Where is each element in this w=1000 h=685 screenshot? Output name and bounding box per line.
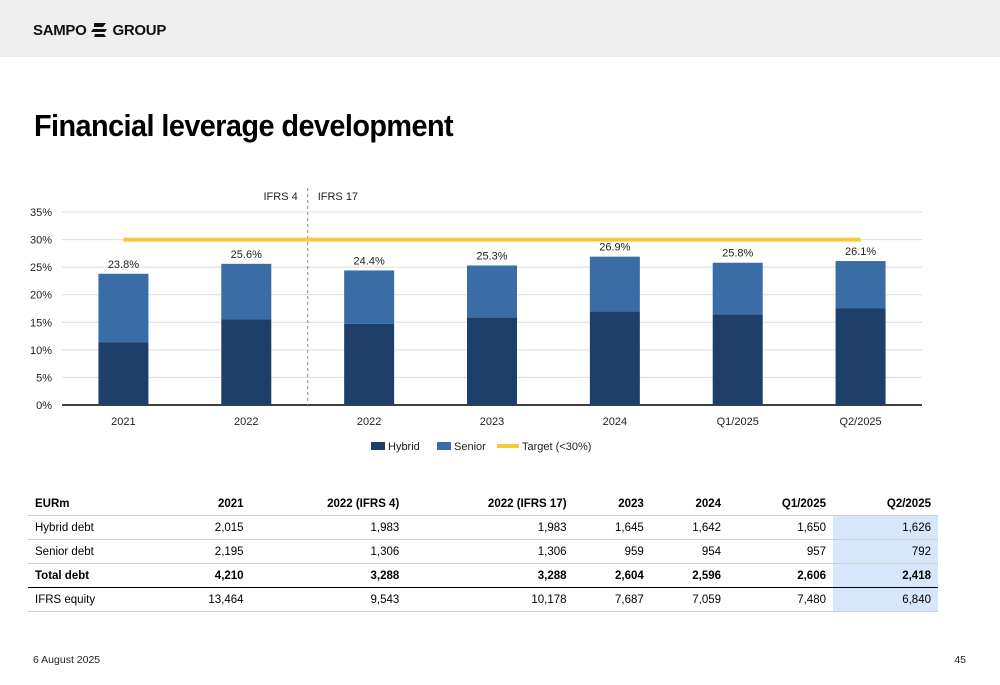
page-title: Financial leverage development bbox=[34, 108, 454, 143]
bar-hybrid bbox=[344, 323, 395, 405]
legend-label-target: Target (<30%) bbox=[522, 441, 591, 453]
x-tick-label: 2022 bbox=[234, 416, 258, 428]
x-tick-label: Q2/2025 bbox=[839, 416, 881, 428]
bar-senior bbox=[221, 263, 272, 320]
table-cell: 9,543 bbox=[250, 587, 407, 612]
table-cell: 3,288 bbox=[250, 563, 407, 588]
legend-swatch-senior bbox=[437, 442, 451, 450]
table-row: Senior debt 2,195 1,306 1,306 959 954 957 792 bbox=[28, 539, 938, 564]
logo-text-right: GROUP bbox=[112, 21, 167, 39]
sampo-logo-icon bbox=[90, 23, 107, 37]
table-cell: 2,418 bbox=[833, 563, 938, 588]
leverage-chart: 0% 5% 10% 15% 20% 25% 30% 35% IFRS 4 IFRS 17 23.8%… bbox=[30, 188, 922, 453]
table-cell: 4,210 bbox=[161, 563, 251, 588]
table-header-cell: 2022 (IFRS 4) bbox=[250, 492, 407, 516]
logo-text-left: SAMPO bbox=[33, 21, 87, 39]
row-label: Senior debt bbox=[28, 539, 162, 564]
bar-hybrid bbox=[835, 308, 886, 405]
bar-total-label: 24.4% bbox=[354, 255, 385, 267]
y-tick-label: 25% bbox=[30, 262, 52, 274]
y-tick-label: 30% bbox=[30, 235, 52, 247]
legend-swatch-hybrid bbox=[371, 442, 385, 450]
table-header-cell: 2024 bbox=[650, 492, 729, 516]
table-cell: 954 bbox=[650, 539, 729, 564]
table-cell: 13,464 bbox=[161, 587, 251, 612]
bar-hybrid bbox=[98, 342, 149, 405]
table-cell: 10,178 bbox=[406, 587, 574, 612]
bar-senior bbox=[467, 265, 517, 318]
row-label: Total debt bbox=[28, 563, 162, 588]
footer-date: 6 August 2025 bbox=[33, 654, 101, 666]
table-row: Total debt 4,210 3,288 3,288 2,604 2,596 2,606… bbox=[28, 563, 938, 588]
table-cell: 959 bbox=[573, 539, 651, 564]
table-cell: 2,604 bbox=[573, 563, 651, 588]
ifrs4-label: IFRS 4 bbox=[263, 191, 297, 203]
table-cell: 957 bbox=[728, 539, 833, 564]
table-header-cell: 2022 (IFRS 17) bbox=[406, 492, 574, 516]
table-cell: 1,642 bbox=[650, 515, 729, 540]
bar-hybrid bbox=[467, 317, 517, 405]
table-cell: 7,480 bbox=[728, 587, 833, 612]
row-label: Hybrid debt bbox=[28, 515, 162, 540]
bar-hybrid bbox=[712, 314, 763, 405]
y-tick-label: 15% bbox=[30, 317, 52, 329]
table-header-cell: EURm bbox=[28, 492, 162, 516]
table-cell: 1,306 bbox=[406, 539, 574, 564]
table-cell: 1,306 bbox=[250, 539, 407, 564]
bar-total-label: 25.6% bbox=[231, 249, 262, 261]
x-tick-label: Q1/2025 bbox=[717, 416, 759, 428]
x-tick-label: 2024 bbox=[603, 416, 627, 428]
header-bar: SAMPO GROUP bbox=[0, 0, 1000, 57]
table-header-cell: 2023 bbox=[573, 492, 651, 516]
y-tick-label: 10% bbox=[30, 345, 52, 357]
table-cell: 1,645 bbox=[573, 515, 651, 540]
row-label: IFRS equity bbox=[28, 587, 162, 612]
bar-total-label: 23.8% bbox=[108, 259, 139, 271]
table-header-row: EURm 2021 2022 (IFRS 4) 2022 (IFRS 17) 2023 2… bbox=[28, 492, 938, 516]
x-tick-label: 2022 bbox=[357, 416, 381, 428]
x-tick-label: 2021 bbox=[111, 416, 135, 428]
bar-hybrid bbox=[589, 311, 640, 405]
ifrs17-label: IFRS 17 bbox=[318, 191, 358, 203]
table-cell: 7,687 bbox=[573, 587, 651, 612]
bar-senior bbox=[712, 262, 763, 315]
table-row: Hybrid debt 2,015 1,983 1,983 1,645 1,642 1,65… bbox=[28, 515, 938, 540]
legend-label-senior: Senior bbox=[454, 441, 486, 453]
table-header-cell: 2021 bbox=[161, 492, 251, 516]
table-cell: 2,015 bbox=[161, 515, 251, 540]
bar-senior bbox=[344, 270, 395, 324]
table-row: IFRS equity 13,464 9,543 10,178 7,687 7,059 7,… bbox=[28, 587, 938, 612]
x-tick-label: 2023 bbox=[480, 416, 504, 428]
bar-senior bbox=[835, 261, 886, 309]
table-cell: 2,606 bbox=[728, 563, 833, 588]
table-cell: 1,983 bbox=[406, 515, 574, 540]
table-header-cell: Q2/2025 bbox=[833, 492, 938, 516]
sampo-group-logo: SAMPO GROUP bbox=[33, 19, 166, 41]
y-tick-label: 0% bbox=[36, 400, 52, 412]
table-cell: 1,626 bbox=[833, 515, 938, 540]
bar-hybrid bbox=[221, 319, 272, 405]
debt-table: EURm 2021 2022 (IFRS 4) 2022 (IFRS 17) 2023 2… bbox=[28, 492, 938, 612]
y-tick-label: 5% bbox=[36, 372, 52, 384]
table-header-cell: Q1/2025 bbox=[728, 492, 833, 516]
legend-label-hybrid: Hybrid bbox=[388, 441, 420, 453]
bar-senior bbox=[98, 273, 149, 343]
table-cell: 1,983 bbox=[250, 515, 407, 540]
table-cell: 2,195 bbox=[161, 539, 251, 564]
table-cell: 3,288 bbox=[406, 563, 574, 588]
table-cell: 1,650 bbox=[728, 515, 833, 540]
table-cell: 6,840 bbox=[833, 587, 938, 612]
bar-total-label: 26.9% bbox=[599, 242, 630, 254]
y-tick-label: 35% bbox=[30, 207, 52, 219]
bar-total-label: 25.3% bbox=[476, 250, 507, 262]
bar-senior bbox=[589, 256, 640, 312]
bar-total-label: 26.1% bbox=[845, 246, 876, 258]
y-tick-label: 20% bbox=[30, 290, 52, 302]
bar-total-label: 25.8% bbox=[722, 248, 753, 260]
table-cell: 7,059 bbox=[650, 587, 729, 612]
table-cell: 2,596 bbox=[650, 563, 729, 588]
table-cell: 792 bbox=[833, 539, 938, 564]
page-number: 45 bbox=[954, 654, 966, 666]
